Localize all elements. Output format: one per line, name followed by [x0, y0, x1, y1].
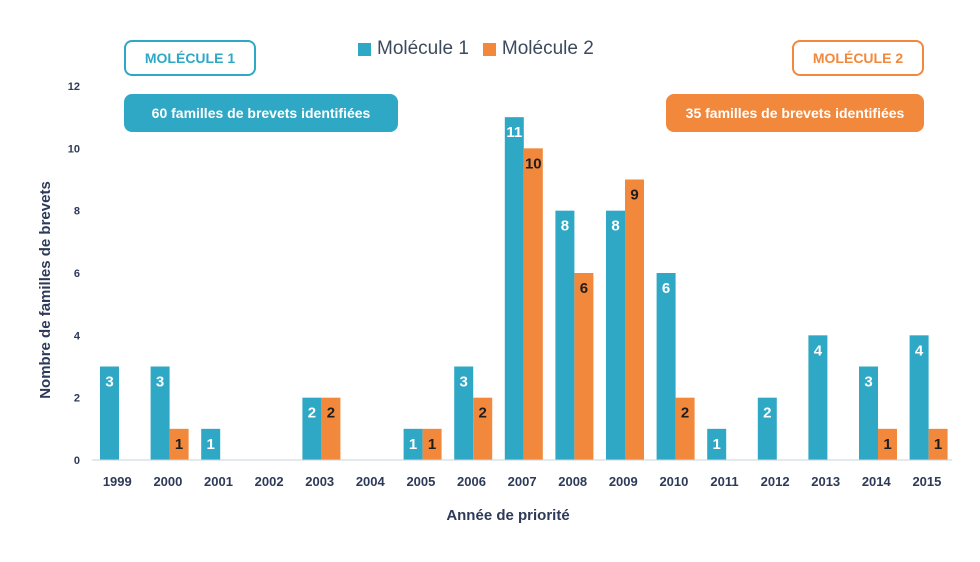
bar-molecule-2 — [675, 397, 695, 460]
x-tick-label: 1999 — [103, 474, 132, 489]
x-tick-label: 2012 — [761, 474, 790, 489]
bar-molecule-1 — [707, 428, 727, 460]
bar-label-molecule-1: 4 — [814, 342, 823, 359]
bar-molecule-1 — [403, 428, 423, 460]
bar-molecule-2 — [878, 428, 897, 460]
bar-label-molecule-2: 6 — [580, 280, 588, 297]
bar-label-molecule-1: 1 — [713, 436, 721, 453]
bar-molecule-1 — [504, 117, 524, 461]
bar-molecule-1 — [656, 273, 676, 460]
bar-label-molecule-1: 8 — [561, 218, 569, 235]
x-tick-label: 2008 — [558, 474, 587, 489]
legend-swatch-molecule-2 — [482, 42, 496, 56]
x-axis-ticks: 1999 2000 2001 2002 2003 2004 2005 2006 2007 2008… — [103, 474, 942, 489]
bar-label-molecule-1: 3 — [156, 374, 164, 391]
x-tick-label: 2001 — [204, 474, 233, 489]
x-tick-label: 2009 — [609, 474, 638, 489]
bar-label-molecule-2: 1 — [934, 436, 942, 453]
bar-label-molecule-2: 2 — [327, 405, 335, 422]
molecule-1-title-box: MOLÉCULE 1 — [124, 40, 256, 76]
bar-label-molecule-1: 2 — [763, 405, 771, 422]
bar-label-molecule-1: 11 — [506, 124, 522, 141]
x-tick-label: 2010 — [659, 474, 688, 489]
y-tick-label: 10 — [68, 143, 80, 155]
bar-molecule-2 — [473, 397, 493, 460]
y-tick-label: 2 — [74, 393, 80, 405]
bar-molecule-2 — [523, 148, 543, 461]
x-tick-label: 2003 — [305, 474, 334, 489]
x-tick-label: 2002 — [255, 474, 284, 489]
x-tick-label: 2015 — [912, 474, 941, 489]
bar-label-molecule-1: 6 — [662, 280, 670, 297]
y-tick-label: 4 — [74, 330, 81, 342]
bar-molecule-1 — [606, 210, 625, 460]
bar-molecule-1 — [150, 366, 170, 460]
bar-label-molecule-2: 9 — [630, 187, 638, 204]
bar-label-molecule-2: 10 — [525, 155, 542, 172]
bar-molecule-1 — [201, 428, 221, 460]
bar-molecule-1 — [100, 366, 119, 460]
bar-label-molecule-1: 1 — [409, 436, 417, 453]
molecule-2-title-box: MOLÉCULE 2 — [792, 40, 924, 76]
bar-label-molecule-1: 8 — [611, 218, 619, 235]
bar-molecule-2 — [625, 179, 644, 460]
bar-label-molecule-1: 2 — [308, 405, 316, 422]
y-tick-label: 12 — [68, 81, 80, 93]
x-tick-label: 2006 — [457, 474, 486, 489]
y-axis-ticks: 0 2 4 6 8 10 12 — [68, 81, 81, 467]
bar-label-molecule-1: 3 — [864, 374, 872, 391]
x-tick-label: 2007 — [508, 474, 537, 489]
y-tick-label: 8 — [74, 206, 80, 218]
bars — [100, 117, 948, 461]
bar-label-molecule-2: 2 — [681, 405, 689, 422]
legend-item-molecule-1: Molécule 1 — [358, 38, 469, 60]
legend-swatch-molecule-1 — [358, 42, 371, 56]
x-tick-label: 2004 — [356, 474, 386, 489]
bar-label-molecule-2: 1 — [428, 436, 436, 453]
bar-molecule-1 — [302, 397, 322, 460]
bar-label-molecule-1: 4 — [915, 342, 924, 359]
bar-molecule-1 — [555, 210, 575, 460]
x-tick-label: 2014 — [862, 474, 892, 489]
bar-molecule-1 — [808, 335, 828, 460]
x-axis-label: Année de priorité — [446, 507, 569, 524]
bar-molecule-1 — [859, 366, 878, 460]
legend-item-molecule-2: Molécule 2 — [482, 38, 594, 60]
bar-molecule-2 — [574, 273, 594, 460]
bar-molecule-2 — [928, 428, 948, 460]
y-tick-label: 6 — [74, 268, 80, 280]
bar-label-molecule-1: 1 — [207, 436, 215, 453]
legend-label-molecule-1: Molécule 1 — [377, 38, 469, 59]
molecule-2-summary-box: 35 familles de brevets identifiées — [666, 94, 924, 132]
molecule-1-summary-box: 60 familles de brevets identifiées — [124, 94, 398, 132]
bar-molecule-1 — [454, 366, 474, 460]
x-tick-label: 2013 — [811, 474, 840, 489]
bar-molecule-2 — [169, 428, 189, 460]
bar-label-molecule-2: 1 — [883, 436, 891, 453]
bar-label-molecule-2: 1 — [175, 436, 183, 453]
bar-molecule-1 — [757, 397, 777, 460]
x-tick-label: 2000 — [153, 474, 182, 489]
bar-label-molecule-1: 3 — [460, 374, 468, 391]
legend: Molécule 1 Molécule 2 — [358, 38, 594, 60]
bar-label-molecule-2: 2 — [479, 405, 487, 422]
bar-molecule-2 — [422, 428, 442, 460]
bar-label-molecule-1: 3 — [105, 374, 113, 391]
x-tick-label: 2011 — [710, 474, 738, 489]
bar-molecule-1 — [909, 335, 929, 460]
x-tick-label: 2005 — [406, 474, 435, 489]
legend-label-molecule-2: Molécule 2 — [501, 38, 594, 59]
bar-molecule-2 — [321, 397, 341, 460]
y-axis-label: Nombre de familles de brevets — [37, 181, 54, 399]
y-tick-label: 0 — [74, 455, 80, 467]
